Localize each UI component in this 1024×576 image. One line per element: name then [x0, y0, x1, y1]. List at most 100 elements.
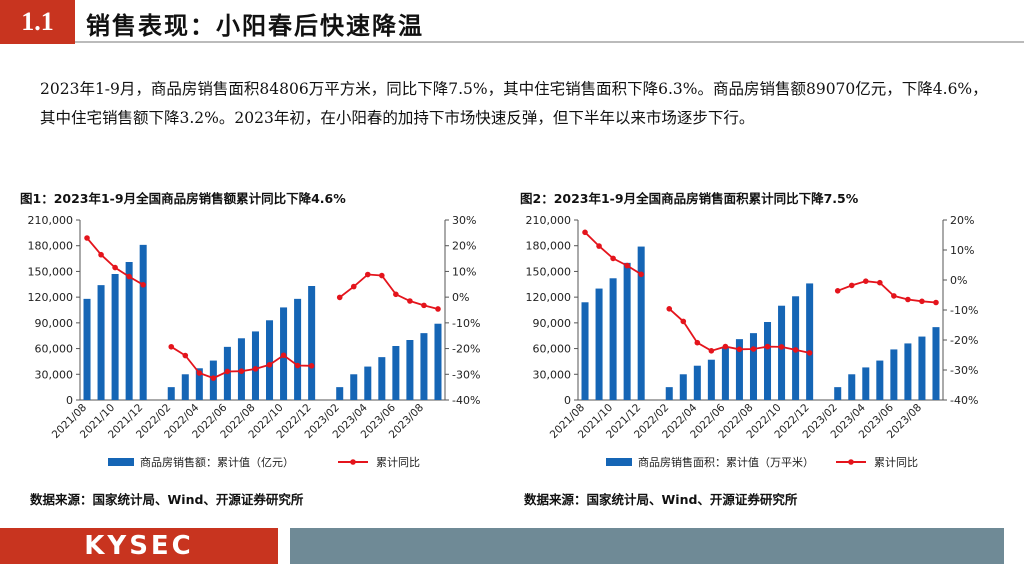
bar-2022/02 — [665, 387, 673, 400]
yoy-point-2022/03 — [680, 318, 687, 325]
yoy-point-2023/03 — [350, 283, 357, 290]
right-tick-label: 0% — [950, 274, 967, 287]
yoy-point-2021/12 — [638, 271, 644, 278]
yoy-point-2023/09 — [435, 306, 441, 312]
figure-2-source: 数据来源：国家统计局、Wind、开源证券研究所 — [524, 492, 798, 507]
bar-2023/02 — [834, 387, 842, 400]
bar-2022/04 — [693, 365, 701, 400]
bar-2021/10 — [609, 278, 617, 400]
legend-bar-swatch — [606, 458, 632, 466]
yoy-point-2022/11 — [792, 347, 799, 353]
bar-2022/02 — [167, 387, 175, 400]
bar-2022/06 — [721, 346, 729, 400]
yoy-point-2022/07 — [736, 346, 743, 353]
bar-2022/08 — [251, 331, 259, 400]
yoy-point-2021/11 — [624, 262, 630, 269]
bar-2023/07 — [904, 343, 912, 400]
yoy-point-2022/08 — [750, 346, 757, 352]
yoy-point-2021/08 — [84, 235, 90, 241]
bar-2022/09 — [764, 322, 772, 400]
yoy-point-2022/05 — [210, 375, 217, 381]
section-number-badge: 1.1 — [0, 0, 75, 44]
yoy-point-2022/07 — [238, 368, 245, 374]
yoy-point-2023/03 — [848, 282, 855, 289]
bar-2022/12 — [806, 283, 814, 400]
chart-1-sales-amount: 0 30,000 60,000 90,000 120,000 150,000 180,000… — [28, 214, 481, 469]
yoy-point-2022/06 — [722, 343, 729, 350]
bar-2022/05 — [707, 359, 715, 400]
left-tick-label: 90,000 — [35, 317, 74, 330]
legend-line-label: 累计同比 — [376, 456, 420, 469]
yoy-point-2023/08 — [919, 298, 925, 305]
figure-1-title: 图1：2023年1-9月全国商品房销售额累计同比下降4.6% — [20, 191, 346, 206]
yoy-point-2022/12 — [308, 363, 315, 369]
right-tick-label: -10% — [950, 304, 978, 317]
left-tick-label: 0 — [564, 394, 571, 407]
left-tick-label: 30,000 — [35, 368, 74, 381]
yoy-point-2023/04 — [364, 271, 371, 278]
legend-line-label: 累计同比 — [874, 456, 918, 469]
left-tick-label: 210,000 — [526, 214, 572, 227]
bar-2021/09 — [595, 288, 603, 400]
yoy-point-2022/08 — [252, 366, 259, 372]
bar-2022/09 — [266, 320, 274, 400]
yoy-point-2022/02 — [666, 306, 673, 312]
figure-2-title: 图2：2023年1-9月全国商品房销售面积累计同比下降7.5% — [520, 191, 859, 206]
bar-2023/09 — [932, 327, 940, 400]
bar-2023/03 — [350, 374, 358, 400]
yoy-point-2021/08 — [582, 229, 588, 236]
right-tick-label: -40% — [950, 394, 978, 407]
right-tick-label: -20% — [452, 343, 480, 356]
yoy-point-2023/02 — [834, 288, 841, 294]
summary-paragraph: 2023年1-9月，商品房销售面积84806万平方米，同比下降7.5%，其中住宅… — [40, 80, 988, 127]
left-tick-label: 210,000 — [28, 214, 74, 227]
bar-2023/08 — [918, 336, 926, 400]
yoy-point-2021/12 — [140, 282, 146, 288]
bar-2023/09 — [434, 323, 442, 400]
bar-2022/03 — [181, 374, 189, 400]
bar-2021/12 — [637, 246, 645, 400]
bar-2021/10 — [111, 274, 119, 400]
right-tick-label: 0% — [452, 291, 469, 304]
right-tick-label: -40% — [452, 394, 480, 407]
bar-2021/11 — [125, 262, 133, 400]
figure-1-source: 数据来源：国家统计局、Wind、开源证券研究所 — [30, 492, 304, 507]
left-tick-label: 150,000 — [28, 265, 74, 278]
bar-2023/02 — [336, 387, 344, 400]
bar-2021/08 — [581, 302, 589, 400]
yoy-point-2023/08 — [421, 302, 427, 309]
yoy-point-2022/03 — [182, 352, 189, 359]
left-tick-label: 180,000 — [526, 240, 572, 253]
right-tick-label: 20% — [452, 240, 476, 253]
legend-bar-label: 商品房销售面积：累计值（万平米） — [638, 455, 814, 469]
yoy-point-2023/06 — [891, 293, 897, 299]
bar-2023/03 — [848, 374, 856, 400]
yoy-point-2023/05 — [877, 279, 883, 286]
bar-2023/05 — [378, 357, 386, 400]
right-tick-label: -20% — [950, 334, 978, 347]
yoy-point-2021/09 — [98, 251, 104, 258]
left-tick-label: 150,000 — [526, 265, 572, 278]
bar-2023/06 — [392, 346, 400, 400]
bar-2023/05 — [876, 360, 884, 400]
bar-2021/08 — [83, 298, 91, 400]
left-tick-label: 180,000 — [28, 240, 74, 253]
right-tick-label: -30% — [452, 368, 480, 381]
bar-2023/06 — [890, 349, 898, 400]
bar-2023/04 — [364, 366, 372, 400]
bar-2022/11 — [294, 298, 302, 400]
yoy-point-2022/12 — [806, 350, 813, 356]
yoy-point-2022/04 — [196, 370, 203, 376]
bar-2023/04 — [862, 367, 870, 400]
yoy-point-2021/10 — [112, 264, 118, 271]
footer-band — [290, 528, 1004, 564]
yoy-line-segment — [584, 231, 642, 276]
right-tick-label: -30% — [950, 364, 978, 377]
yoy-point-2022/04 — [694, 339, 701, 346]
legend-line-marker — [848, 459, 854, 465]
bar-2023/07 — [406, 340, 414, 400]
yoy-point-2022/09 — [266, 361, 273, 368]
yoy-point-2022/11 — [294, 362, 301, 369]
right-tick-label: 10% — [950, 244, 974, 257]
yoy-point-2022/10 — [280, 352, 287, 359]
